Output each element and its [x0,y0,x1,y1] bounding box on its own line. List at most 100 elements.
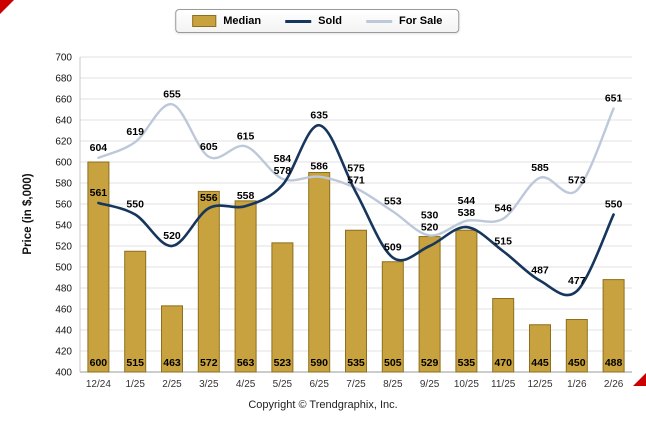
median-bars [87,161,625,373]
bar-value-label: 535 [458,357,476,369]
y-tick-label: 540 [55,221,72,232]
forsale-value-label: 553 [384,195,402,207]
forsale-value-label: 530 [421,210,439,222]
y-tick-label: 600 [55,158,72,169]
forsale-value-label: 546 [494,203,512,215]
sold-value-label: 558 [237,190,255,202]
median-bar [161,305,183,373]
legend-item-for-sale: For Sale [365,15,443,27]
y-tick-label: 640 [55,116,72,127]
median-bar [602,279,625,373]
sold-value-label: 477 [568,275,586,287]
forsale-value-label: 573 [568,174,586,186]
median-bar [529,324,551,373]
y-tick-label: 440 [55,326,72,337]
bar-value-label: 470 [494,357,512,369]
x-axis-label: 6/25 [309,379,329,390]
median-bar [381,261,404,373]
x-axis-label: 2/26 [604,379,624,390]
legend-label-median: Median [223,15,262,27]
legend-label-sold: Sold [318,15,342,27]
bar-value-label: 445 [531,357,549,369]
x-axis-label: 2/25 [162,379,182,390]
bar-value-label: 515 [126,357,144,369]
x-axis-label: 4/25 [236,379,256,390]
forsale-value-label: 575 [347,162,365,174]
chart-legend: Median Sold For Sale [175,9,460,33]
bar-value-label: 563 [237,357,255,369]
median-bar [455,229,478,373]
x-axis-label: 5/25 [273,379,293,390]
sold-value-label: 515 [494,235,512,247]
y-tick-label: 420 [55,347,72,358]
median-bar [234,200,257,373]
sold-value-label: 578 [274,165,292,177]
bar-value-label: 463 [163,357,181,369]
median-bar [345,229,367,373]
x-axis-label: 1/26 [567,379,587,390]
y-tick-label: 520 [55,242,72,253]
bar-value-labels: 600 515 463 572 563 523 590 535 505 529 535 470 445 4… [90,357,623,369]
y-tick-label: 700 [55,53,72,64]
x-axis-label: 11/25 [491,379,516,390]
median-bar [271,242,294,373]
forsale-value-label: 619 [126,126,144,138]
sold-value-label: 571 [347,174,365,186]
x-axis-label: 9/25 [420,379,440,390]
y-tick-label: 660 [55,95,72,106]
bar-value-label: 600 [90,357,108,369]
copyright-text: Copyright © Trendgraphix, Inc. [248,399,398,411]
y-axis-title: Price (in $,000) [22,173,34,255]
gridlines: 400 420 440 460 480 500 520 540 560 580 600 620 640 6… [55,53,632,379]
forsale-value-label: 586 [310,161,328,173]
sold-value-label: 561 [90,187,108,199]
forsale-value-label: 585 [531,162,549,174]
bar-value-label: 488 [605,357,623,369]
sold-value-label: 635 [310,109,328,121]
bar-value-label: 590 [310,357,328,369]
legend-item-median: Median [192,15,261,27]
forsale-value-label: 615 [237,130,255,142]
bar-value-label: 505 [384,357,402,369]
sold-value-label: 550 [605,199,623,211]
sold-line-path [97,123,615,297]
x-axis-label: 10/25 [454,379,479,390]
forsale-value-label: 544 [458,195,476,207]
y-tick-label: 620 [55,137,72,148]
y-tick-label: 400 [55,368,72,379]
median-bar [418,236,441,373]
sold-line-swatch-icon [285,19,312,23]
y-tick-label: 480 [55,284,72,295]
median-bar [565,319,588,373]
legend-label-for-sale: For Sale [398,15,443,27]
forsale-value-label: 605 [200,141,218,153]
sold-value-label: 520 [421,222,439,234]
sold-value-label: 550 [126,199,144,211]
x-axis-label: 12/25 [527,379,552,390]
x-axis-label: 7/25 [346,379,366,390]
x-axis-label: 8/25 [383,379,403,390]
sold-value-label: 487 [531,265,549,277]
bar-value-label: 572 [200,357,218,369]
x-axis-labels: 12/24 1/25 2/25 3/25 4/25 5/25 6/25 7/25 8/25 9/2… [86,379,624,390]
median-bar [492,298,515,373]
y-tick-label: 460 [55,305,72,316]
forsale-line-swatch-icon [365,19,392,23]
x-axis-label: 1/25 [125,379,145,390]
legend-item-sold: Sold [285,15,342,27]
y-tick-label: 680 [55,74,72,85]
forsale-value-label: 655 [163,88,181,100]
x-axis-label: 12/24 [86,379,111,390]
x-axis-label: 3/25 [199,379,219,390]
sold-value-label: 509 [384,242,402,254]
median-bar [87,161,110,373]
forsale-value-label: 584 [274,153,292,165]
bar-value-label: 523 [274,357,292,369]
forsale-line-path [97,103,615,237]
y-tick-label: 500 [55,263,72,274]
sold-value-label: 520 [163,230,181,242]
bar-value-label: 535 [347,357,365,369]
y-tick-label: 580 [55,179,72,190]
